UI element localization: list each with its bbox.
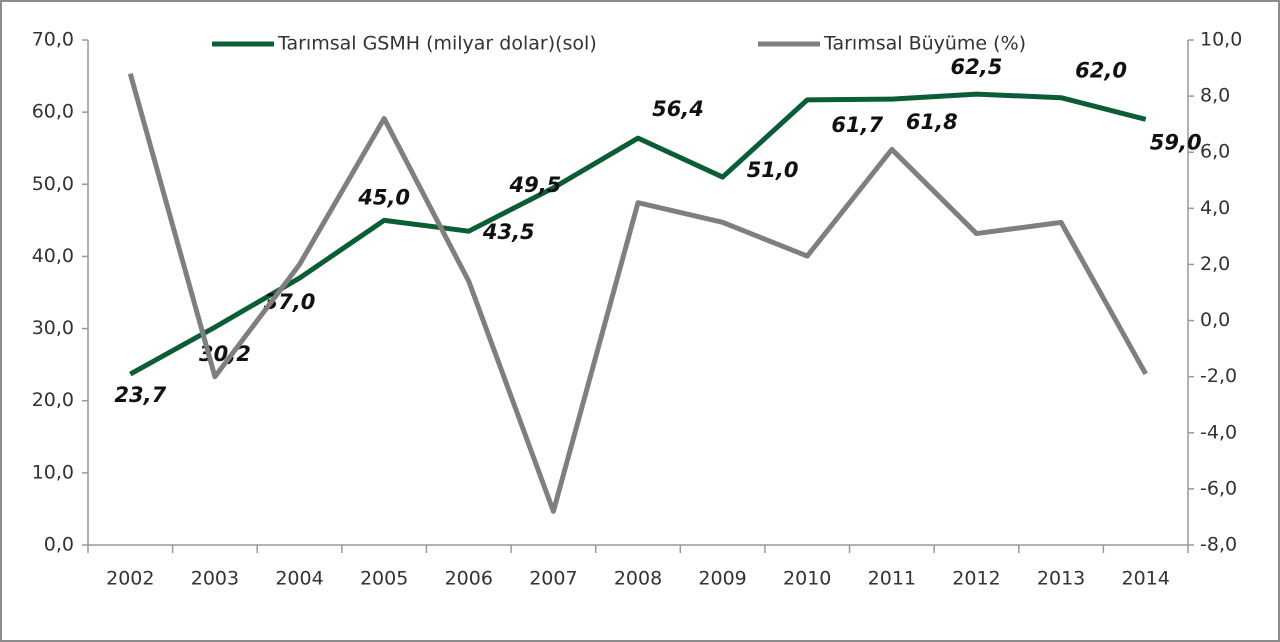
series-line bbox=[129, 91, 1147, 377]
x-tick-label: 2002 bbox=[106, 568, 154, 590]
series-line bbox=[127, 72, 1148, 514]
y2-tick-label: -8,0 bbox=[1200, 534, 1237, 556]
data-label: 61,7 bbox=[831, 113, 883, 137]
x-tick-label: 2011 bbox=[868, 568, 916, 590]
data-label: 45,0 bbox=[357, 185, 410, 209]
x-tick-label: 2010 bbox=[783, 568, 831, 590]
y-tick-label: 50,0 bbox=[32, 173, 74, 195]
y2-tick-label: 8,0 bbox=[1200, 85, 1230, 107]
x-tick-label: 2009 bbox=[698, 568, 746, 590]
y-tick-label: 0,0 bbox=[44, 534, 74, 556]
x-tick-label: 2007 bbox=[529, 568, 577, 590]
x-tick-label: 2006 bbox=[445, 568, 493, 590]
y-tick-label: 40,0 bbox=[32, 245, 74, 267]
data-label: 51,0 bbox=[747, 158, 799, 182]
y2-tick-label: 2,0 bbox=[1200, 253, 1230, 275]
y2-tick-label: 6,0 bbox=[1200, 141, 1230, 163]
data-label: 62,0 bbox=[1075, 59, 1127, 83]
data-label: 56,4 bbox=[652, 97, 704, 121]
x-tick-label: 2004 bbox=[275, 568, 323, 590]
y2-tick-label: -4,0 bbox=[1200, 421, 1237, 443]
x-tick-label: 2014 bbox=[1122, 568, 1170, 590]
data-label: 49,5 bbox=[508, 173, 561, 197]
y2-tick-label: -6,0 bbox=[1200, 477, 1237, 499]
x-tick-label: 2005 bbox=[360, 568, 408, 590]
y-tick-label: 60,0 bbox=[32, 101, 74, 123]
y2-tick-label: 10,0 bbox=[1200, 29, 1242, 51]
data-label: 23,7 bbox=[114, 383, 166, 407]
y-tick-label: 10,0 bbox=[32, 461, 74, 483]
legend-label: Tarımsal GSMH (milyar dolar)(sol) bbox=[277, 33, 597, 55]
data-label: 59,0 bbox=[1150, 130, 1202, 154]
x-tick-label: 2008 bbox=[614, 568, 662, 590]
y2-tick-label: -2,0 bbox=[1200, 365, 1237, 387]
y2-tick-label: 0,0 bbox=[1200, 309, 1230, 331]
data-label: 62,5 bbox=[951, 55, 1003, 79]
data-label: 43,5 bbox=[482, 220, 535, 244]
x-tick-label: 2003 bbox=[191, 568, 239, 590]
legend-label: Tarımsal Büyüme (%) bbox=[823, 33, 1026, 55]
y2-tick-label: 4,0 bbox=[1200, 197, 1230, 219]
y-tick-label: 20,0 bbox=[32, 389, 74, 411]
data-label: 61,8 bbox=[906, 110, 958, 134]
y-tick-label: 70,0 bbox=[32, 29, 74, 51]
y-tick-label: 30,0 bbox=[32, 317, 74, 339]
x-tick-label: 2012 bbox=[952, 568, 1000, 590]
x-tick-label: 2013 bbox=[1037, 568, 1085, 590]
